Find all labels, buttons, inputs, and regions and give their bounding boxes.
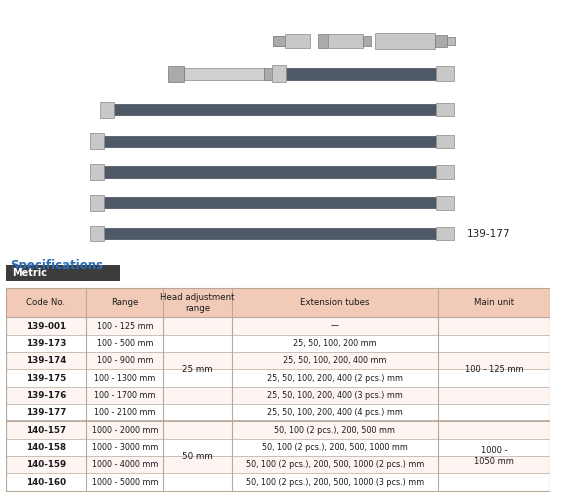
Text: Metric: Metric <box>12 268 47 278</box>
Text: 139-175: 139-175 <box>26 374 66 383</box>
Bar <box>328 34 363 48</box>
Text: 139-174: 139-174 <box>26 356 66 365</box>
Bar <box>90 134 104 149</box>
Bar <box>436 103 454 116</box>
Text: Code No.: Code No. <box>27 298 65 307</box>
Text: 25, 50, 100, 200, 400 (2 pcs.) mm: 25, 50, 100, 200, 400 (2 pcs.) mm <box>267 374 403 383</box>
Bar <box>6 456 550 474</box>
Bar <box>6 387 550 404</box>
Bar <box>435 35 447 47</box>
Bar <box>285 34 310 48</box>
Text: Head adjustment
range: Head adjustment range <box>160 293 235 313</box>
Bar <box>363 36 371 46</box>
Bar <box>6 317 550 334</box>
Bar <box>375 33 435 49</box>
Text: 1000 - 2000 mm: 1000 - 2000 mm <box>91 425 158 434</box>
Text: Extension tubes: Extension tubes <box>300 298 369 307</box>
Text: Range: Range <box>111 298 139 307</box>
Text: 25 mm: 25 mm <box>182 365 213 374</box>
Text: 1000 - 5000 mm: 1000 - 5000 mm <box>91 478 158 487</box>
Text: 50, 100 (2 pcs.), 200, 500 mm: 50, 100 (2 pcs.), 200, 500 mm <box>275 425 395 434</box>
Text: 50, 100 (2 pcs.), 200, 500, 1000 (3 pcs.) mm: 50, 100 (2 pcs.), 200, 500, 1000 (3 pcs.… <box>246 478 424 487</box>
Bar <box>436 135 454 148</box>
Bar <box>6 288 550 318</box>
Bar <box>273 36 285 46</box>
Text: 100 - 2100 mm: 100 - 2100 mm <box>94 408 156 417</box>
Text: 139-001: 139-001 <box>26 322 66 331</box>
Text: 1000 - 3000 mm: 1000 - 3000 mm <box>91 443 158 452</box>
Bar <box>90 195 104 211</box>
Text: 25, 50, 100, 200, 400 (4 pcs.) mm: 25, 50, 100, 200, 400 (4 pcs.) mm <box>267 408 403 417</box>
Text: 140-157: 140-157 <box>26 425 66 434</box>
Text: 100 - 125 mm: 100 - 125 mm <box>96 322 153 331</box>
Bar <box>264 68 272 80</box>
Text: 100 - 500 mm: 100 - 500 mm <box>96 339 153 348</box>
Bar <box>90 164 104 180</box>
Text: 100 - 1300 mm: 100 - 1300 mm <box>94 374 156 383</box>
Text: 100 - 125 mm: 100 - 125 mm <box>465 365 523 374</box>
Bar <box>6 404 550 421</box>
Text: 50 mm: 50 mm <box>182 452 213 461</box>
Text: 139-177: 139-177 <box>467 229 510 239</box>
Bar <box>6 265 120 281</box>
Bar <box>436 67 454 81</box>
Bar <box>184 68 264 80</box>
Text: Specifications: Specifications <box>10 259 103 272</box>
Bar <box>286 68 436 80</box>
Text: 25, 50, 100, 200 mm: 25, 50, 100, 200 mm <box>293 339 377 348</box>
Bar <box>6 288 550 491</box>
Text: 140-158: 140-158 <box>26 443 66 452</box>
Bar <box>436 227 454 241</box>
Text: 1000 - 4000 mm: 1000 - 4000 mm <box>91 460 158 469</box>
Text: 139-173: 139-173 <box>26 339 66 348</box>
Bar <box>6 474 550 491</box>
Text: Main unit: Main unit <box>474 298 514 307</box>
Bar <box>6 421 550 439</box>
Bar <box>6 334 550 352</box>
Bar <box>6 439 550 456</box>
Bar <box>104 228 436 239</box>
Text: 25, 50, 100, 200, 400 (3 pcs.) mm: 25, 50, 100, 200, 400 (3 pcs.) mm <box>267 391 403 400</box>
Bar <box>447 37 455 45</box>
Text: 139-177: 139-177 <box>26 408 66 417</box>
Text: 140-160: 140-160 <box>26 478 66 487</box>
Text: 100 - 1700 mm: 100 - 1700 mm <box>94 391 156 400</box>
Text: 139-176: 139-176 <box>26 391 66 400</box>
Bar <box>6 369 550 387</box>
Text: 50, 100 (2 pcs.), 200, 500, 1000 (2 pcs.) mm: 50, 100 (2 pcs.), 200, 500, 1000 (2 pcs.… <box>246 460 424 469</box>
Bar <box>318 34 328 48</box>
Text: 25, 50, 100, 200, 400 mm: 25, 50, 100, 200, 400 mm <box>283 356 387 365</box>
Bar <box>104 197 436 208</box>
Bar <box>168 66 184 82</box>
Bar <box>90 226 104 242</box>
Bar <box>272 65 286 83</box>
Bar <box>104 166 436 178</box>
Bar <box>114 104 436 115</box>
Bar <box>436 196 454 210</box>
Text: 50, 100 (2 pcs.), 200, 500, 1000 mm: 50, 100 (2 pcs.), 200, 500, 1000 mm <box>262 443 408 452</box>
Text: —: — <box>331 322 339 331</box>
Text: 140-159: 140-159 <box>26 460 66 469</box>
Bar <box>104 136 436 147</box>
Bar <box>436 166 454 179</box>
Text: 100 - 900 mm: 100 - 900 mm <box>96 356 153 365</box>
Text: 1000 -
1050 mm: 1000 - 1050 mm <box>474 446 514 466</box>
Bar <box>100 102 114 117</box>
Bar <box>6 352 550 369</box>
